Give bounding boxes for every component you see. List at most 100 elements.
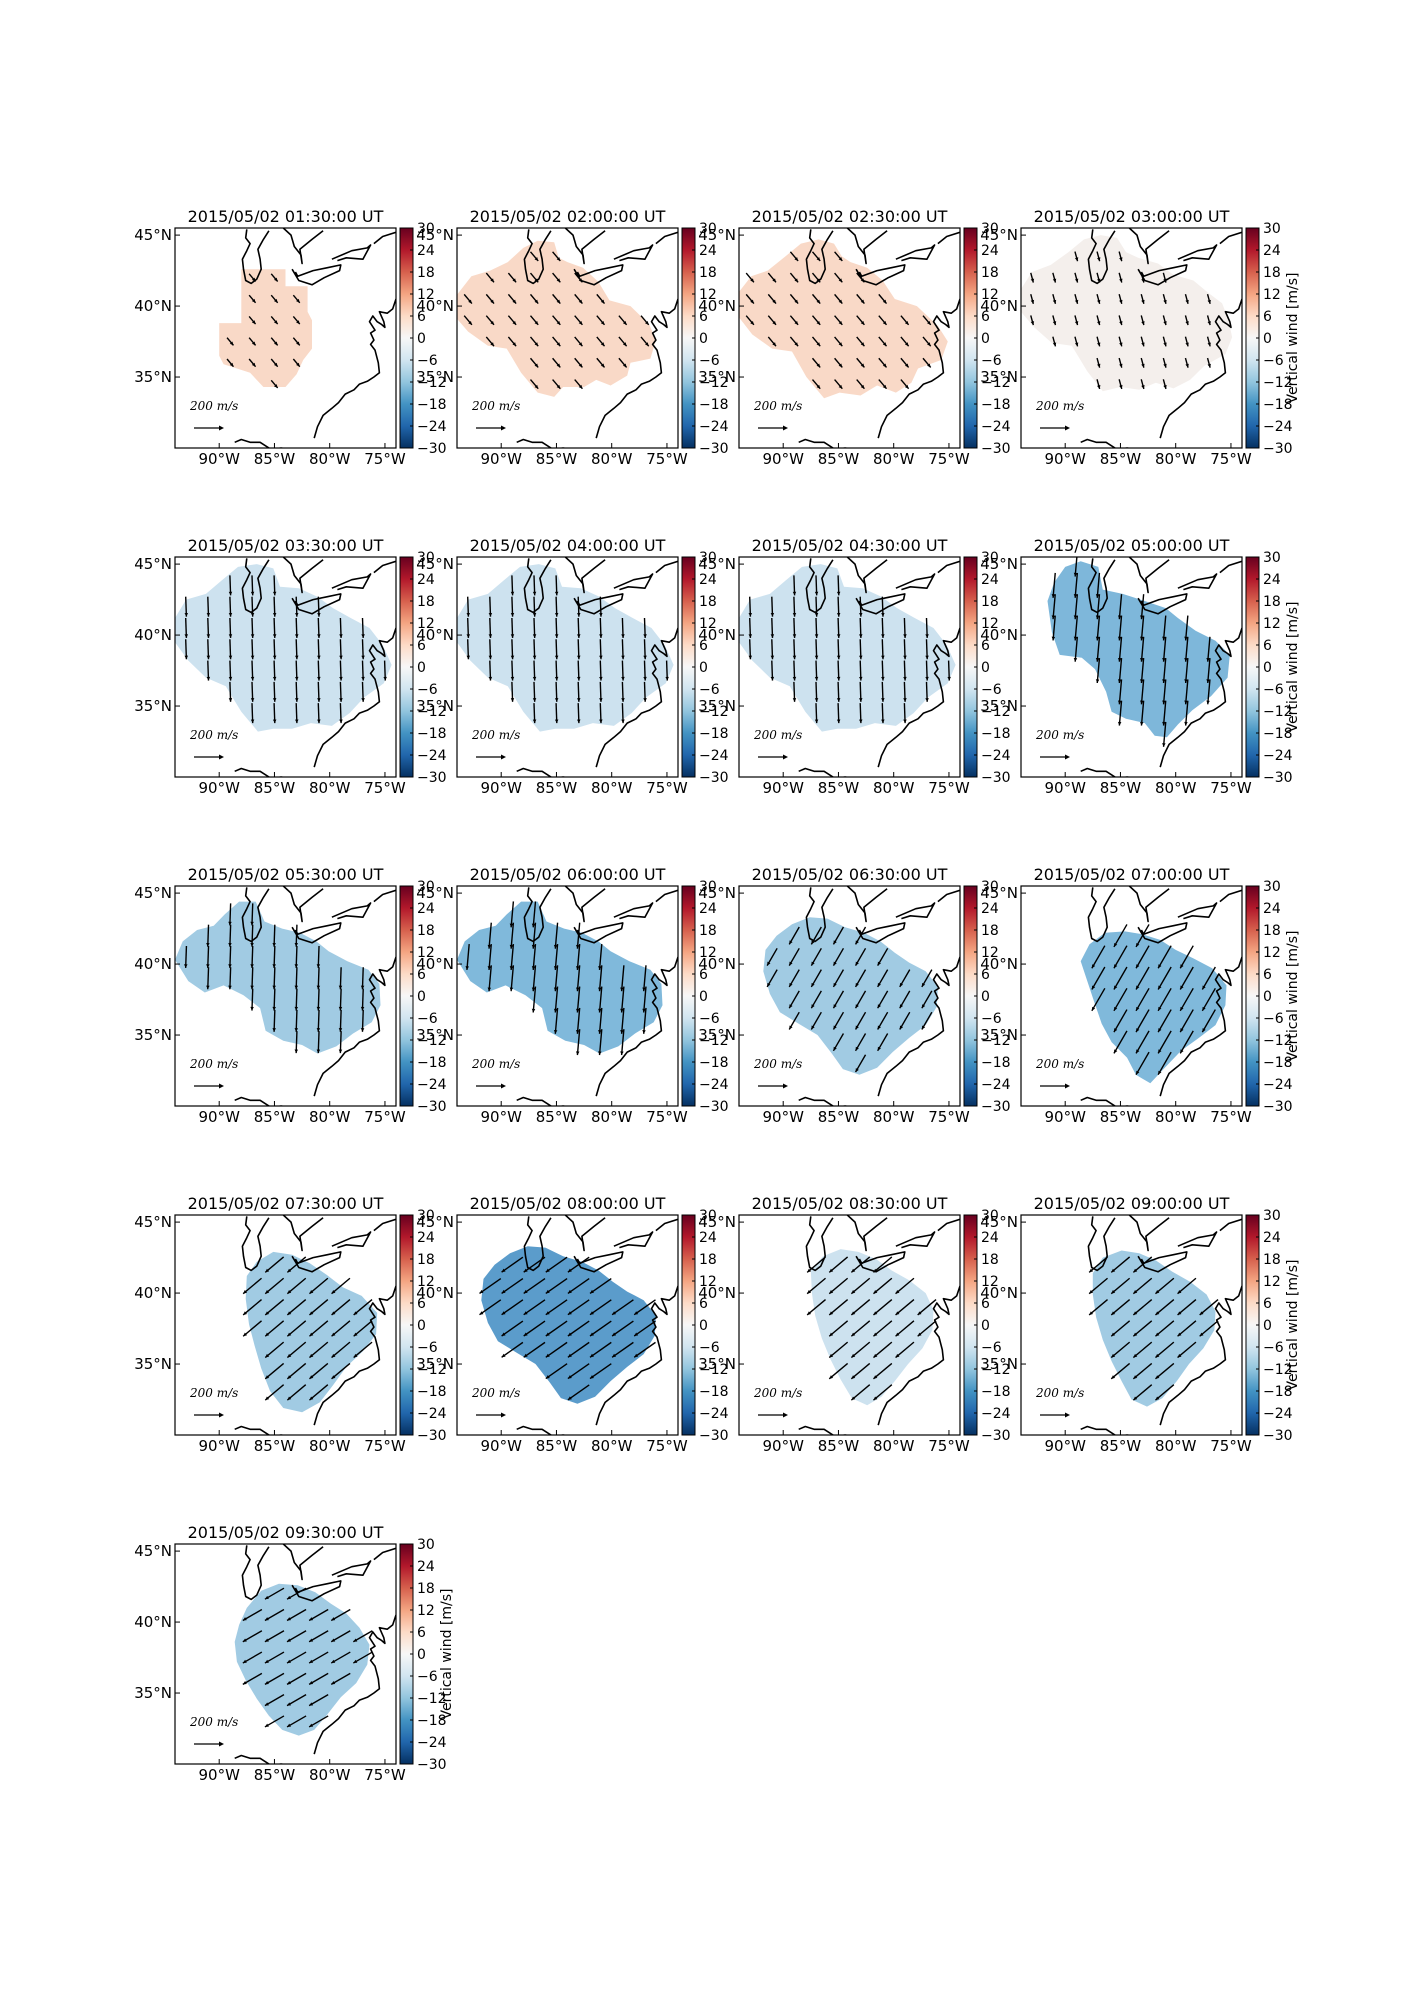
wind-vector [922, 336, 932, 347]
vertical-wind-region [219, 269, 312, 387]
colorbar-tick-label: 12 [699, 616, 717, 632]
lat-tick-label: 35°N [134, 1684, 172, 1702]
coastline [937, 889, 960, 903]
lon-tick-label: 75°W [364, 1437, 406, 1455]
wind-vector [599, 681, 603, 702]
wind-vector [361, 617, 365, 638]
coastline [895, 244, 936, 262]
colorbar-tick-label: −30 [981, 1099, 1011, 1115]
wind-vector [501, 1256, 524, 1273]
wind-vector [317, 596, 321, 617]
colorbar-tick-label: 24 [699, 901, 717, 917]
lat-tick-label: 45°N [980, 1213, 1018, 1231]
wind-vector [242, 1651, 263, 1664]
wind-vector [834, 379, 843, 390]
coastline [937, 231, 960, 245]
colorbar-tick-label: 30 [1263, 1208, 1281, 1224]
reference-arrow-label: 200 m/s [753, 399, 802, 413]
wind-vector [294, 967, 299, 990]
wind-vector [814, 639, 819, 660]
panel-title: 2015/05/02 06:30:00 UT [752, 865, 948, 884]
wind-vector [1155, 1299, 1175, 1316]
wind-vector [947, 660, 951, 681]
colorbar-tick-label: 24 [981, 572, 999, 588]
wind-vector [1118, 272, 1123, 283]
wind-vector [242, 1672, 263, 1685]
wind-vector [903, 660, 907, 681]
coastline [855, 264, 906, 286]
reference-arrow-label: 200 m/s [753, 1386, 802, 1400]
colorbar-tick-label: 12 [981, 287, 999, 303]
wind-vector [1140, 272, 1145, 283]
coastline [331, 573, 372, 591]
wind-vector [507, 336, 517, 347]
coastline [1177, 573, 1218, 591]
colorbar-tick-label: 18 [417, 265, 435, 281]
wind-vector [859, 617, 863, 638]
colorbar-tick-label: 24 [699, 243, 717, 259]
colorbar-tick-label: 0 [417, 1318, 426, 1334]
wind-vector [1135, 1051, 1150, 1076]
coastline [291, 1580, 342, 1602]
wind-vector [856, 357, 865, 368]
coastline [313, 298, 396, 439]
reference-arrowhead [783, 1083, 788, 1089]
lon-tick-label: 75°W [646, 1108, 688, 1126]
wind-vector [1113, 1030, 1128, 1054]
wind-vector [922, 357, 932, 368]
wind-vector [309, 1384, 329, 1401]
panel-title: 2015/05/02 04:00:00 UT [470, 536, 666, 555]
wind-vector [228, 967, 232, 990]
colorbar-tick-label: 6 [417, 1296, 426, 1312]
coastline [313, 627, 396, 768]
colorbar-tick-label: 0 [981, 331, 990, 347]
wind-vector [317, 681, 321, 702]
wind-vector [850, 1384, 871, 1401]
colorbar-tick-label: −30 [981, 770, 1011, 786]
panel-title: 2015/05/02 03:00:00 UT [1034, 207, 1230, 226]
wind-vector [856, 379, 865, 390]
wind-vector [272, 703, 277, 724]
wind-vector [501, 1299, 524, 1316]
wind-vector [250, 903, 254, 926]
wind-vector [286, 1299, 307, 1316]
wind-vector [272, 617, 277, 638]
map-panel: 2015/05/02 05:00:00 UT 200 m/s 90°W 85°W 80°… [980, 536, 1301, 797]
wind-vector [1113, 987, 1128, 1012]
colorbar-label: Vertical wind [m/s] [439, 1589, 455, 1720]
lon-tick-label: 75°W [1210, 779, 1252, 797]
wind-vector [1177, 1341, 1197, 1359]
wind-vector [353, 1320, 373, 1337]
wind-vector [1030, 272, 1035, 283]
lon-tick-label: 80°W [1155, 779, 1197, 797]
vertical-wind-region [1021, 235, 1233, 392]
wind-vector [767, 272, 777, 283]
wind-vector [1096, 293, 1101, 304]
wind-vector [1096, 315, 1101, 326]
wind-vector [272, 639, 277, 660]
reference-arrowhead [501, 1412, 506, 1418]
colorbar-tick-label: 0 [981, 1318, 990, 1334]
map-frame [1020, 885, 1243, 1107]
wind-vector [1140, 679, 1145, 705]
map-panel: 2015/05/02 08:00:00 UT 200 m/s 90°W 85°W 80°… [416, 1194, 728, 1455]
colorbar-tick-label: 0 [1263, 989, 1272, 1005]
lat-tick-label: 45°N [698, 555, 736, 573]
lat-tick-label: 35°N [134, 368, 172, 386]
map-frame [456, 227, 679, 449]
colorbar-tick-label: 6 [981, 309, 990, 325]
wind-vector [1051, 594, 1056, 620]
coastline [1219, 231, 1242, 245]
wind-vector [331, 1299, 351, 1316]
colorbar-tick-label: −6 [417, 1669, 438, 1685]
wind-vector [878, 379, 888, 390]
wind-vector [485, 272, 495, 283]
wind-vector [360, 988, 365, 1011]
coastline [805, 1216, 834, 1272]
wind-vector [828, 1256, 849, 1273]
colorbar-tick-label: 0 [699, 989, 708, 1005]
wind-vector [854, 1011, 867, 1030]
reference-arrow-label: 200 m/s [189, 1057, 238, 1071]
wind-vector [552, 379, 561, 390]
lon-tick-label: 80°W [873, 1437, 915, 1455]
